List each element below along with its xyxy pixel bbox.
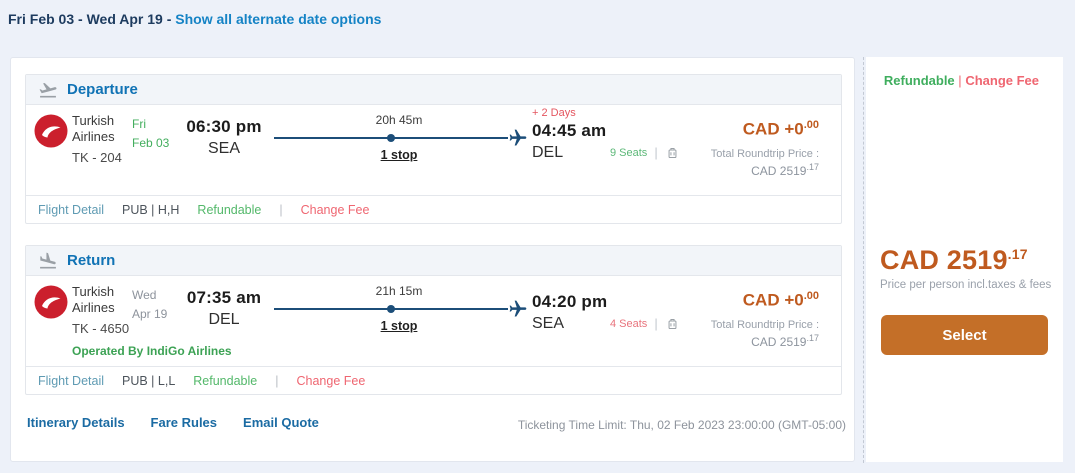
return-header: Return (26, 246, 841, 276)
departure-date: Fri Feb 03 (132, 115, 169, 152)
flight-duration: 20h 45m (375, 113, 423, 127)
departure-date-value: Feb 03 (132, 135, 170, 150)
departure-day: Fri (132, 117, 146, 131)
return-destination: 04:20 pm SEA (532, 278, 642, 333)
price-delta: CAD +0.00 (742, 119, 819, 139)
departure-section: Departure Turkish Airlines TK - 204 Fri … (25, 74, 842, 224)
airline-name: Turkish Airlines (72, 113, 115, 145)
price-delta: CAD +0.00 (742, 290, 819, 310)
total-price-label: Total Roundtrip Price : (710, 147, 819, 160)
flight-number: TK - 204 (72, 149, 122, 165)
detail-pipe: | (279, 202, 283, 217)
flight-takeoff-icon (39, 82, 57, 97)
stops-link[interactable]: 1 stop (380, 319, 418, 333)
return-title: Return (67, 252, 116, 269)
change-fee-link[interactable]: Change Fee (300, 202, 370, 217)
arrival-time: 04:20 pm (532, 292, 608, 311)
return-date-value: Apr 19 (132, 306, 168, 321)
total-price-value: CAD 2519.17 (751, 161, 819, 178)
return-origin: 07:35 am DEL (178, 288, 270, 329)
fare-basis-code: PUB | L,L (122, 373, 176, 388)
flight-detail-link[interactable]: Flight Detail (38, 373, 104, 388)
fare-basis-code: PUB | H,H (122, 202, 180, 217)
date-range-header: Fri Feb 03 - Wed Apr 19 - Show all alter… (8, 11, 381, 27)
date-range-text: Fri Feb 03 - Wed Apr 19 - (8, 11, 176, 27)
flight-landing-icon (40, 252, 56, 268)
total-price-label: Total Roundtrip Price : (710, 318, 819, 331)
airline-info: Turkish Airlines TK - 204 (72, 113, 136, 166)
seats-count: 4 Seats (610, 317, 648, 330)
flight-number: TK - 4650 (72, 320, 130, 336)
refundable-link[interactable]: Refundable (883, 73, 955, 88)
seats-separator: | (654, 145, 658, 160)
stop-dot (387, 134, 395, 142)
plus-days-note (532, 278, 642, 291)
total-trip-price: CAD 2519.17 (880, 245, 1028, 275)
flight-path-line (274, 300, 527, 317)
footer-links: Itinerary Details Fare Rules Email Quote (27, 415, 319, 430)
plus-days-note: + 2 Days (532, 107, 576, 119)
email-quote-link[interactable]: Email Quote (243, 415, 319, 430)
change-fee-link[interactable]: Change Fee (965, 73, 1039, 88)
ticketing-time-limit: Ticketing Time Limit: Thu, 02 Feb 2023 2… (517, 418, 846, 432)
total-price-value: CAD 2519.17 (751, 332, 819, 349)
seats-count: 9 Seats (610, 146, 648, 159)
itinerary-details-link[interactable]: Itinerary Details (27, 415, 125, 430)
return-flight-path: 21h 15m 1 stop (274, 284, 527, 335)
return-date: Wed Apr 19 (132, 286, 167, 323)
detail-pipe: | (275, 373, 279, 388)
card-footer: Itinerary Details Fare Rules Email Quote… (11, 415, 854, 439)
stop-dot (387, 305, 395, 313)
departure-header: Departure (26, 75, 841, 105)
return-day: Wed (132, 288, 157, 302)
destination-airport-code: SEA (532, 315, 565, 332)
stops-link[interactable]: 1 stop (380, 148, 418, 162)
destination-airport-code: DEL (532, 144, 564, 161)
origin-airport-code: SEA (207, 140, 240, 157)
luggage-icon[interactable] (665, 316, 680, 331)
seats-info: 9 Seats | (610, 145, 680, 160)
return-detail-bar: Flight Detail PUB | L,L Refundable | Cha… (26, 366, 841, 394)
fee-pipe: | (958, 73, 962, 88)
flight-detail-link[interactable]: Flight Detail (38, 202, 104, 217)
plane-icon (509, 300, 527, 317)
departure-title: Departure (67, 81, 138, 98)
departure-origin: 06:30 pm SEA (178, 117, 270, 158)
turkish-airlines-logo (34, 114, 68, 148)
departure-flight-row: Turkish Airlines TK - 204 Fri Feb 03 06:… (26, 105, 841, 195)
alternate-dates-link[interactable]: Show all alternate date options (175, 11, 382, 27)
refundable-link[interactable]: Refundable (197, 202, 262, 217)
plane-icon (509, 129, 527, 146)
price-per-person-note: Price per person incl.taxes & fees (880, 279, 1052, 291)
select-button[interactable]: Select (881, 315, 1048, 355)
turkish-airlines-logo (34, 285, 68, 319)
departure-detail-bar: Flight Detail PUB | H,H Refundable | Cha… (26, 195, 841, 223)
return-price: CAD +0.00 Total Roundtrip Price : CAD 25… (711, 290, 819, 349)
operated-by-note: Operated By IndiGo Airlines (72, 344, 232, 358)
return-flight-row: Turkish Airlines TK - 4650 Wed Apr 19 07… (26, 276, 841, 366)
return-section: Return Turkish Airlines TK - 4650 Wed Ap… (25, 245, 842, 395)
change-fee-link[interactable]: Change Fee (296, 373, 366, 388)
price-summary-panel: Refundable | Change Fee CAD 2519.17 Pric… (866, 57, 1063, 462)
luggage-icon[interactable] (665, 145, 680, 160)
departure-flight-path: 20h 45m 1 stop (274, 113, 527, 164)
origin-airport-code: DEL (208, 311, 240, 328)
seats-separator: | (654, 316, 658, 331)
departure-time: 07:35 am (186, 288, 262, 307)
flight-result-card: Departure Turkish Airlines TK - 204 Fri … (10, 57, 855, 462)
airline-name: Turkish Airlines (72, 284, 115, 316)
airline-info: Turkish Airlines TK - 4650 (72, 284, 136, 337)
departure-price: CAD +0.00 Total Roundtrip Price : CAD 25… (711, 119, 819, 178)
flight-path-line (274, 129, 527, 146)
seats-info: 4 Seats | (610, 316, 680, 331)
arrival-time: 04:45 am (532, 121, 607, 140)
summary-fee-links: Refundable | Change Fee (884, 73, 1039, 88)
fare-rules-link[interactable]: Fare Rules (150, 415, 218, 430)
dashed-divider (863, 57, 864, 463)
departure-destination: + 2 Days 04:45 am DEL (532, 107, 642, 162)
flight-duration: 21h 15m (375, 284, 423, 298)
refundable-link[interactable]: Refundable (193, 373, 258, 388)
departure-time: 06:30 pm (186, 117, 262, 136)
